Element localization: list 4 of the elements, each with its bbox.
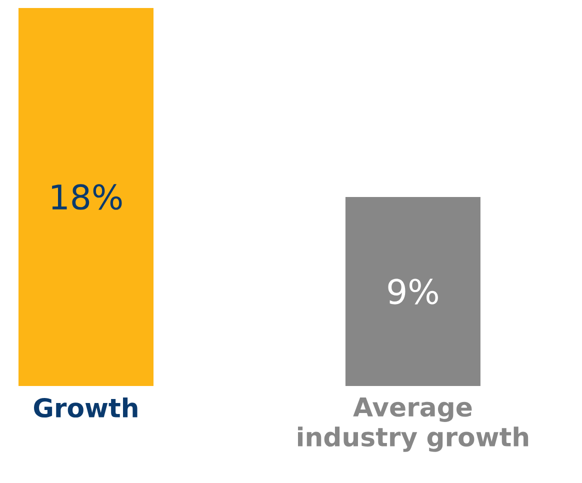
data-label: 9% bbox=[388, 278, 438, 304]
x-tick-label: Average industry growth bbox=[298, 398, 528, 452]
data-label: 18% bbox=[52, 184, 122, 210]
x-tick-label: Growth bbox=[34, 398, 138, 418]
